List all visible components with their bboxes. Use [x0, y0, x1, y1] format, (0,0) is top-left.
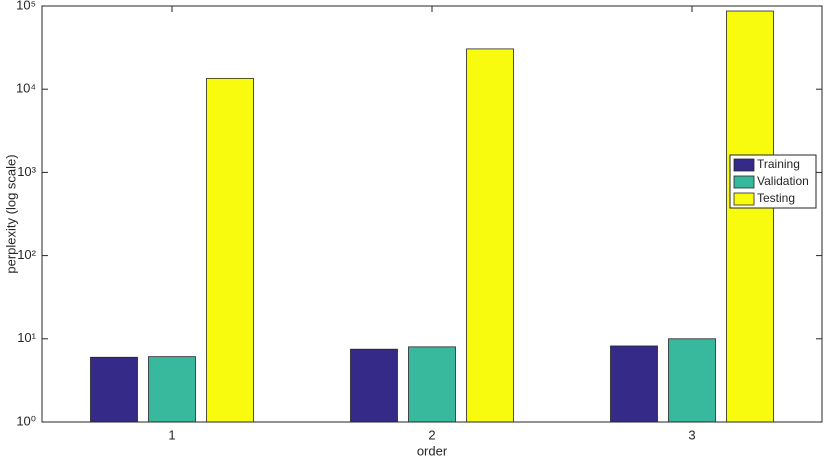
legend-swatch	[733, 158, 755, 172]
plot-frame	[41, 5, 823, 423]
bar	[90, 356, 138, 423]
bar	[610, 345, 658, 423]
x-tick-label: 3	[688, 427, 695, 442]
bar	[668, 338, 716, 423]
y-tick-label: 10⁰	[16, 413, 36, 428]
legend-swatch	[733, 175, 755, 189]
y-tick-label: 10³	[17, 164, 36, 179]
bar	[350, 348, 398, 423]
y-tick-label: 10⁴	[16, 81, 36, 96]
x-tick-label: 1	[168, 427, 175, 442]
bar	[466, 48, 514, 423]
bar	[726, 10, 774, 423]
legend-label: Training	[757, 157, 800, 171]
x-tick-label: 2	[428, 427, 435, 442]
bar	[408, 346, 456, 423]
y-tick-label: 10¹	[17, 330, 36, 345]
bar	[206, 77, 254, 423]
y-axis-label: perplexity (log scale)	[3, 154, 18, 273]
bar	[148, 356, 196, 423]
y-tick-label: 10²	[17, 247, 36, 262]
legend-swatch	[733, 192, 755, 206]
x-axis-label: order	[417, 443, 448, 458]
legend-label: Testing	[757, 191, 795, 205]
y-tick-label: 10⁵	[16, 0, 36, 12]
legend-label: Validation	[757, 174, 809, 188]
